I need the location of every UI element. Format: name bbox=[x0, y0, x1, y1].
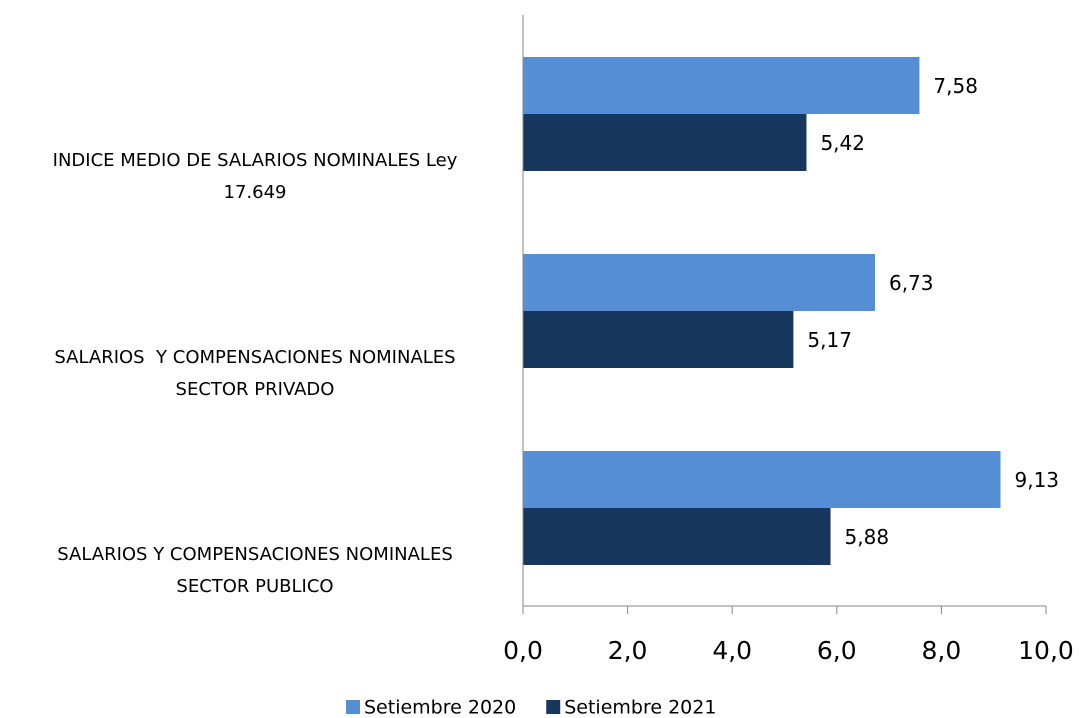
value-label: 5,17 bbox=[807, 328, 852, 352]
x-tick-label: 8,0 bbox=[922, 636, 962, 665]
category-label: SALARIOS Y COMPENSACIONES NOMINALES SECT… bbox=[54, 347, 456, 400]
bar bbox=[523, 311, 794, 368]
x-tick-label: 6,0 bbox=[817, 636, 857, 665]
x-tick-label: 4,0 bbox=[712, 636, 752, 665]
value-label: 5,42 bbox=[820, 131, 865, 155]
value-label: 5,88 bbox=[845, 525, 890, 549]
value-label: 9,13 bbox=[1014, 468, 1059, 492]
x-tick-label: 2,0 bbox=[608, 636, 648, 665]
x-tick-label: 0,0 bbox=[503, 636, 543, 665]
x-tick-label: 10,0 bbox=[1018, 636, 1074, 665]
bar bbox=[523, 508, 831, 565]
value-label: 7,58 bbox=[933, 74, 978, 98]
category-label: SALARIOS Y COMPENSACIONES NOMINALES SECT… bbox=[57, 544, 453, 597]
legend-label: Setiembre 2020 bbox=[364, 697, 516, 718]
bar bbox=[523, 57, 920, 114]
bar bbox=[523, 451, 1001, 508]
value-label: 6,73 bbox=[889, 271, 934, 295]
category-label: INDICE MEDIO DE SALARIOS NOMINALES Ley 1… bbox=[52, 150, 458, 203]
legend-label: Setiembre 2021 bbox=[564, 697, 716, 718]
legend-swatch bbox=[346, 700, 360, 714]
bar bbox=[523, 254, 875, 311]
legend-swatch bbox=[546, 700, 561, 714]
bar bbox=[523, 114, 807, 171]
